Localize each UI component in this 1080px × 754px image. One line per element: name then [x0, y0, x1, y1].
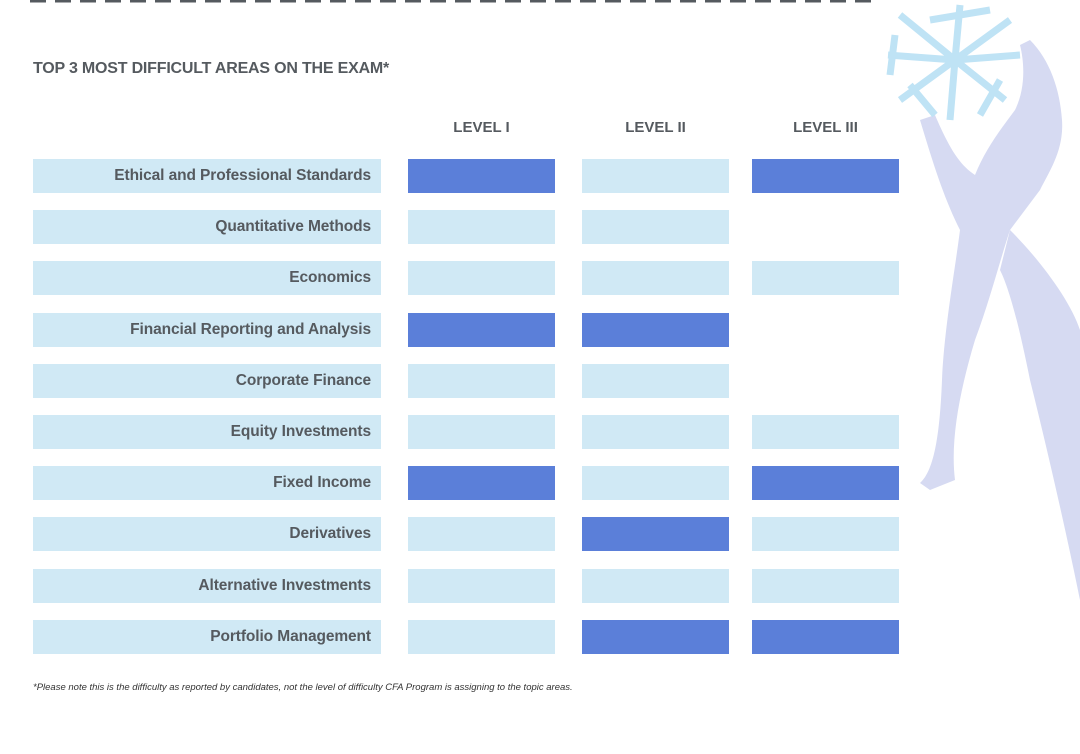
cell-area	[582, 568, 729, 603]
cell-area	[752, 568, 899, 603]
footnote: *Please note this is the difficulty as r…	[33, 682, 573, 693]
cell-area	[408, 363, 555, 398]
cell-area	[582, 159, 729, 193]
cell-top	[752, 619, 899, 654]
cell-top	[582, 312, 729, 347]
cell-top	[582, 517, 729, 552]
column-header: LEVEL III	[793, 119, 858, 136]
cell-area	[408, 568, 555, 603]
cell-area	[752, 261, 899, 296]
cell-area	[582, 363, 729, 398]
cell-area	[408, 415, 555, 449]
row-label: Financial Reporting and Analysis	[33, 312, 381, 347]
row-label: Quantitative Methods	[33, 210, 381, 245]
cell-area	[408, 517, 555, 552]
cell-area	[752, 415, 899, 449]
cell-top	[408, 159, 555, 193]
row-label: Fixed Income	[33, 466, 381, 501]
row-label: Portfolio Management	[33, 619, 381, 654]
row-label: Alternative Investments	[33, 568, 381, 603]
row-label: Economics	[33, 261, 381, 296]
cell-top	[752, 466, 899, 501]
cell-area	[582, 261, 729, 296]
cell-area	[582, 210, 729, 245]
cell-area	[752, 517, 899, 552]
cell-area	[408, 210, 555, 245]
title: TOP 3 MOST DIFFICULT AREAS ON THE EXAM*	[33, 60, 390, 77]
cell-none	[752, 313, 899, 347]
row-label: Corporate Finance	[33, 363, 381, 398]
figure	[920, 40, 1080, 600]
cell-top	[408, 466, 555, 501]
cell-area	[408, 619, 555, 654]
row-label: Equity Investments	[33, 415, 381, 449]
snowflake	[886, 4, 1021, 121]
cell-top	[582, 619, 729, 654]
cell-area	[582, 415, 729, 449]
cell-none	[752, 364, 899, 398]
row-label: Ethical and Professional Standards	[33, 159, 381, 193]
column-header: LEVEL I	[453, 119, 510, 136]
cell-top	[408, 312, 555, 347]
cell-none	[752, 210, 899, 244]
cell-area	[582, 466, 729, 501]
cell-area	[408, 261, 555, 296]
cell-top	[752, 159, 899, 193]
column-header: LEVEL II	[625, 119, 686, 136]
row-label: Derivatives	[33, 517, 381, 552]
